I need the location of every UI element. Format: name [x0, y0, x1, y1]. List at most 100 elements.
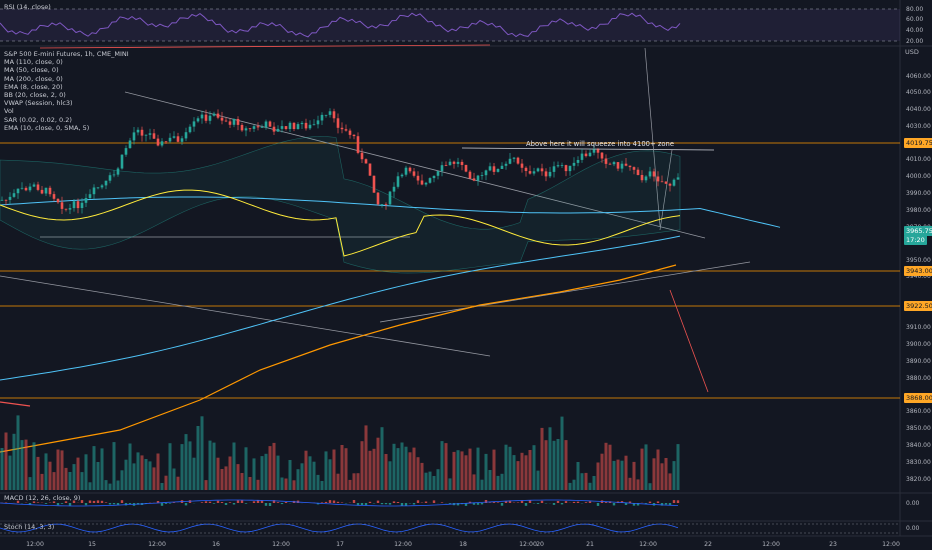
legend-sar[interactable]: SAR (0.02, 0.02, 0.2): [4, 115, 72, 124]
volume-bar: [272, 442, 276, 490]
volume-bar: [128, 443, 132, 490]
volume-bar: [180, 444, 184, 490]
volume-bar: [360, 441, 364, 490]
macd-bar: [4, 502, 8, 503]
volume-bar: [164, 475, 168, 490]
symbol-title[interactable]: S&P 500 E-mini Futures, 1h, CME_MINI: [4, 50, 129, 58]
volume-bar: [444, 443, 448, 490]
price-tick-label: 3860.00: [906, 408, 931, 415]
macd-bar: [284, 502, 288, 503]
legend-vwap[interactable]: VWAP (Session, hlc3): [4, 99, 73, 108]
macd-bar: [320, 502, 324, 503]
candle-body: [24, 187, 28, 191]
price-tag-current: 3965.75: [904, 226, 932, 236]
candle-body: [224, 120, 228, 122]
volume-bar: [200, 416, 204, 490]
price-tick-label: 4050.00: [906, 89, 931, 96]
macd-bar: [80, 500, 84, 503]
macd-bar: [552, 503, 556, 505]
price-tick-label: 3820.00: [906, 476, 931, 483]
volume-bar: [392, 443, 396, 490]
volume-bar: [304, 450, 308, 490]
candle-body: [480, 175, 484, 176]
macd-bar: [644, 503, 648, 504]
legend-vol[interactable]: Vol: [4, 107, 14, 116]
candle-body: [352, 134, 356, 137]
price-tick-label: 3880.00: [906, 375, 931, 382]
volume-bar: [60, 450, 64, 490]
volume-bar: [300, 463, 304, 490]
volume-bar: [540, 427, 544, 490]
volume-bar: [236, 464, 240, 490]
macd-bar: [332, 500, 336, 503]
candle-body: [60, 202, 64, 209]
macd-bar: [620, 501, 624, 503]
volume-bar: [284, 478, 288, 490]
price-tick-label: 4000.00: [906, 173, 931, 180]
stoch-tick-label: 0.00: [906, 525, 920, 532]
price-tag-target: 3868.00: [904, 393, 932, 403]
macd-bar: [564, 501, 568, 503]
candle-body: [100, 185, 104, 188]
candle-body: [508, 158, 512, 164]
drawn-line: [39, 44, 491, 49]
legend-bb[interactable]: BB (20, close, 2, 0): [4, 90, 66, 99]
volume-bar: [560, 416, 564, 490]
volume-bar: [204, 480, 208, 490]
volume-bar: [660, 463, 664, 490]
macd-bar: [624, 503, 628, 505]
volume-bar: [556, 439, 560, 490]
volume-bar: [244, 447, 248, 490]
macd-bar: [636, 503, 640, 506]
volume-bar: [656, 449, 660, 490]
legend-ma110[interactable]: MA (110, close, 0): [4, 58, 63, 67]
legend-ema8[interactable]: EMA (8, close, 20): [4, 82, 63, 91]
candle-body: [548, 171, 552, 177]
candle-body: [108, 175, 112, 181]
legend-ma50[interactable]: MA (50, close, 0): [4, 66, 59, 75]
candle-body: [644, 176, 648, 181]
volume-bar: [192, 457, 196, 490]
macd-bar: [260, 500, 264, 503]
candle-body: [444, 165, 448, 166]
candle-body: [248, 128, 252, 130]
candle-body: [144, 134, 148, 136]
candle-body: [196, 118, 200, 122]
candle-body: [312, 124, 316, 126]
volume-bar: [76, 457, 80, 490]
candle-body: [160, 141, 164, 146]
candle-body: [604, 158, 608, 164]
macd-bar: [504, 501, 508, 503]
volume-bar: [120, 470, 124, 490]
macd-bar: [416, 500, 420, 503]
candle-body: [428, 178, 432, 183]
candle-body: [36, 184, 40, 190]
macd-bar: [540, 500, 544, 503]
candle-body: [132, 132, 136, 141]
volume-bar: [268, 446, 272, 490]
candle-body: [0, 199, 4, 201]
macd-bar: [112, 503, 116, 505]
legend-ema10[interactable]: EMA (10, close, 0, SMA, 5): [4, 123, 90, 132]
macd-bar: [380, 503, 384, 505]
macd-bar: [376, 500, 380, 503]
rsi-pane-label: RSI (14, close): [4, 3, 51, 11]
macd-bar: [100, 500, 104, 503]
legend-ma200[interactable]: MA (200, close, 0): [4, 74, 63, 83]
candle-body: [408, 167, 412, 172]
volume-bar: [24, 439, 28, 490]
candle-body: [380, 204, 384, 205]
volume-bar: [400, 442, 404, 490]
macd-bar: [280, 503, 284, 505]
macd-bar: [656, 501, 660, 503]
macd-bar: [412, 503, 416, 505]
candle-body: [180, 138, 184, 142]
projection-up: [644, 47, 661, 227]
annotation-line: [461, 147, 715, 151]
time-tick-label: 12:00: [272, 541, 290, 548]
chart-annotation[interactable]: Above here it will squeeze into 4100+ zo…: [526, 140, 675, 148]
macd-bar: [560, 503, 564, 505]
macd-bar: [120, 500, 124, 503]
candle-body: [576, 160, 580, 163]
